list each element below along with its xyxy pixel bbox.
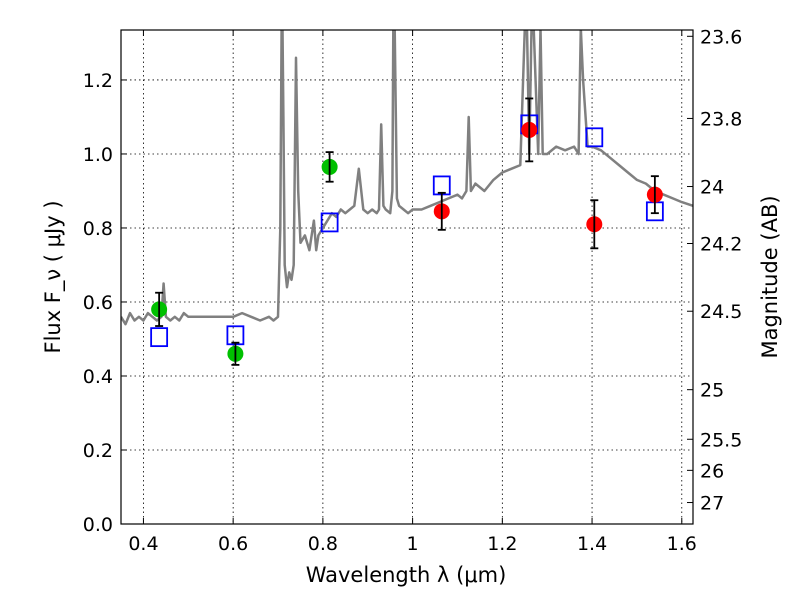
plot-frame — [120, 29, 694, 525]
model-photometry-square — [320, 212, 339, 233]
x-tick-label: 1.6 — [667, 533, 697, 555]
x-tick-label: 1.4 — [577, 533, 607, 555]
spectrum-line — [121, 30, 693, 326]
y-tick-label: 0.6 — [83, 292, 113, 314]
model-photometry-square — [585, 127, 604, 148]
model-photometry-square — [226, 325, 245, 346]
right-tick-label: 25.5 — [700, 429, 742, 451]
right-tick-label: 23.6 — [700, 26, 742, 48]
y-tick-label: 1.0 — [83, 144, 113, 166]
right-tick-label: 24.2 — [700, 234, 742, 256]
x-axis-label: Wavelength λ (μm) — [306, 563, 507, 587]
x-tick-label: 0.6 — [218, 533, 248, 555]
y-tick-label: 0.2 — [83, 440, 113, 462]
grid — [121, 30, 693, 524]
points-layer — [150, 97, 664, 366]
y-tick-label: 0.4 — [83, 366, 113, 388]
y-tick-label: 1.2 — [83, 70, 113, 92]
right-tick-label: 25 — [700, 380, 724, 402]
y-tick-label: 0.8 — [83, 218, 113, 240]
right-tick-label: 24.5 — [700, 301, 742, 323]
axis-ticks: 0.4 0.6 0.8 1 1.2 1.4 1.6 0.0 0.2 0.4 0.6 0.8 1.0 1.2… — [83, 26, 743, 555]
x-tick-label: 1.2 — [487, 533, 517, 555]
right-tick-label: 24 — [700, 177, 724, 199]
right-tick-label: 27 — [700, 493, 724, 515]
y-tick-label: 0.0 — [83, 514, 113, 536]
right-tick-label: 23.8 — [700, 108, 742, 130]
x-tick-label: 0.4 — [128, 533, 158, 555]
x-tick-label: 1 — [407, 533, 419, 555]
y-axis-right-label: Magnitude (AB) — [758, 195, 782, 358]
right-tick-label: 26 — [700, 460, 724, 482]
y-axis-label: Flux F_ν ( μJy ) — [41, 200, 66, 353]
spectrum-layer — [121, 30, 693, 326]
model-photometry-square — [432, 175, 451, 196]
x-tick-label: 0.8 — [308, 533, 338, 555]
model-photometry-square — [150, 327, 169, 348]
